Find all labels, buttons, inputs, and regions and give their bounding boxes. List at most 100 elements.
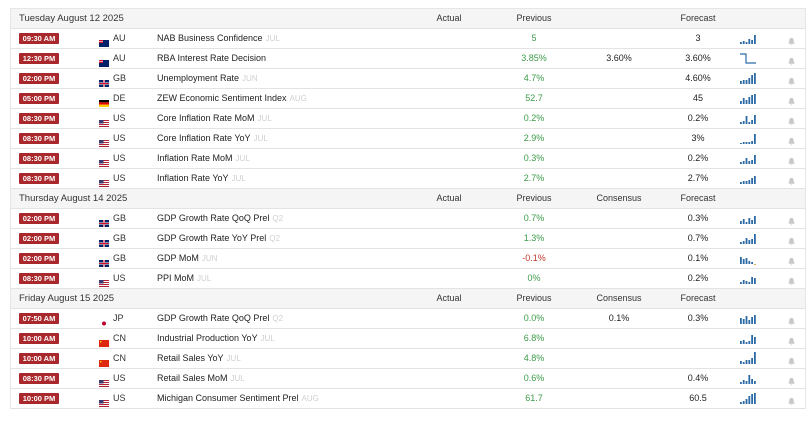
event-row[interactable]: 08:30 PM US PPI MoM JUL 0% 0.2% [11,269,805,289]
sparkline-icon[interactable] [739,32,757,45]
sparkline-icon[interactable] [739,372,757,385]
sparkline-icon[interactable] [739,352,757,365]
event-row[interactable]: 08:30 PM US Retail Sales MoM JUL 0.6% 0.4% [11,369,805,389]
country-code: GB [113,233,127,243]
event-title[interactable]: GDP Growth Rate YoY Prel [157,233,267,243]
sparkline-icon[interactable] [739,312,757,325]
event-name[interactable]: Michigan Consumer Sentiment Prel AUG [157,389,319,408]
bell-icon[interactable] [787,54,796,66]
bell-icon[interactable] [787,114,796,126]
event-reference-period: Q2 [272,314,284,323]
sparkline-icon[interactable] [739,132,757,145]
event-row[interactable]: 02:00 PM GB GDP Growth Rate YoY Prel Q2 1.3%… [11,229,805,249]
event-name[interactable]: GDP Growth Rate YoY Prel Q2 [157,229,280,248]
event-name[interactable]: RBA Interest Rate Decision [157,49,266,68]
event-title[interactable]: Michigan Consumer Sentiment Prel [157,393,299,403]
bell-icon[interactable] [787,74,796,86]
event-title[interactable]: Inflation Rate YoY [157,173,229,183]
event-title[interactable]: RBA Interest Rate Decision [157,53,267,63]
event-name[interactable]: Core Inflation Rate YoY JUL [157,129,268,148]
event-row[interactable]: 10:00 AM CN Industrial Production YoY JUL 6.… [11,329,805,349]
time-badge: 08:30 PM [19,373,59,384]
bell-icon[interactable] [787,354,796,366]
event-title[interactable]: Unemployment Rate [157,73,240,83]
sparkline-icon[interactable] [739,272,757,285]
sparkline-icon[interactable] [739,252,757,265]
sparkline-icon[interactable] [739,212,757,225]
event-name[interactable]: Retail Sales MoM JUL [157,369,245,388]
bell-icon[interactable] [787,314,796,326]
event-title[interactable]: Core Inflation Rate YoY [157,133,251,143]
bell-icon[interactable] [787,154,796,166]
event-name[interactable]: Unemployment Rate JUN [157,69,258,88]
previous-value: 4.8% [523,353,545,363]
previous-column-header: Previous [516,193,552,203]
event-title[interactable]: GDP Growth Rate QoQ Prel [157,313,270,323]
bell-icon[interactable] [787,374,796,386]
time-badge: 07:50 AM [19,313,59,324]
event-name[interactable]: Inflation Rate MoM JUL [157,149,250,168]
bell-icon[interactable] [787,234,796,246]
event-name[interactable]: ZEW Economic Sentiment Index AUG [157,89,307,108]
event-title[interactable]: GDP Growth Rate QoQ Prel [157,213,270,223]
event-title[interactable]: Retail Sales MoM [157,373,228,383]
sparkline-icon[interactable] [739,112,757,125]
event-name[interactable]: GDP Growth Rate QoQ Prel Q2 [157,209,283,228]
event-reference-period: JUL [260,334,275,343]
bell-icon[interactable] [787,134,796,146]
previous-value: 5 [531,33,537,43]
sparkline-icon[interactable] [739,332,757,345]
event-row[interactable]: 09:30 AM AU NAB Business Confidence JUL 5 3 [11,29,805,49]
event-name[interactable]: Retail Sales YoY JUL [157,349,241,368]
event-name[interactable]: Core Inflation Rate MoM JUL [157,109,272,128]
bell-icon[interactable] [787,274,796,286]
bell-icon[interactable] [787,34,796,46]
event-name[interactable]: PPI MoM JUL [157,269,211,288]
event-row[interactable]: 05:00 PM DE ZEW Economic Sentiment Index AU… [11,89,805,109]
previous-value: 0% [527,273,541,283]
bell-icon[interactable] [787,94,796,106]
flag-us-icon [99,395,109,407]
sparkline-icon[interactable] [739,172,757,185]
sparkline-icon[interactable] [739,152,757,165]
event-title[interactable]: NAB Business Confidence [157,33,263,43]
event-row[interactable]: 12:30 PM AU RBA Interest Rate Decision 3.85… [11,49,805,69]
event-row[interactable]: 02:00 PM GB Unemployment Rate JUN 4.7% 4.60% [11,69,805,89]
consensus-value: 0.1% [608,313,630,323]
event-name[interactable]: NAB Business Confidence JUL [157,29,280,48]
event-title[interactable]: Retail Sales YoY [157,353,224,363]
bell-icon[interactable] [787,254,796,266]
bell-icon[interactable] [787,214,796,226]
event-name[interactable]: GDP MoM JUN [157,249,217,268]
forecast-value: 0.1% [687,253,709,263]
event-row[interactable]: 08:30 PM US Core Inflation Rate YoY JUL 2.9%… [11,129,805,149]
event-row[interactable]: 10:00 PM US Michigan Consumer Sentiment Pr… [11,389,805,409]
event-row[interactable]: 02:00 PM GB GDP MoM JUN -0.1% 0.1% [11,249,805,269]
forecast-value: 0.3% [687,213,709,223]
sparkline-icon[interactable] [739,232,757,245]
bell-icon[interactable] [787,334,796,346]
sparkline-icon[interactable] [739,52,757,65]
event-title[interactable]: ZEW Economic Sentiment Index [157,93,287,103]
event-name[interactable]: GDP Growth Rate QoQ Prel Q2 [157,309,283,328]
event-title[interactable]: Inflation Rate MoM [157,153,233,163]
event-row[interactable]: 08:30 PM US Inflation Rate MoM JUL 0.3% 0.2% [11,149,805,169]
previous-value: 4.7% [523,73,545,83]
sparkline-icon[interactable] [739,72,757,85]
event-title[interactable]: GDP MoM [157,253,199,263]
event-row[interactable]: 08:30 PM US Core Inflation Rate MoM JUL 0.2%… [11,109,805,129]
event-row[interactable]: 10:00 AM CN Retail Sales YoY JUL 4.8% [11,349,805,369]
event-row[interactable]: 02:00 PM GB GDP Growth Rate QoQ Prel Q2 0.7%… [11,209,805,229]
event-title[interactable]: Core Inflation Rate MoM [157,113,255,123]
event-title[interactable]: Industrial Production YoY [157,333,258,343]
event-row[interactable]: 07:50 AM JP GDP Growth Rate QoQ Prel Q2 0.0%… [11,309,805,329]
bell-icon[interactable] [787,174,796,186]
event-name[interactable]: Inflation Rate YoY JUL [157,169,246,188]
previous-value: 61.7 [525,393,543,403]
event-name[interactable]: Industrial Production YoY JUL [157,329,275,348]
sparkline-icon[interactable] [739,92,757,105]
event-row[interactable]: 08:30 PM US Inflation Rate YoY JUL 2.7% 2.7% [11,169,805,189]
bell-icon[interactable] [787,394,796,406]
event-title[interactable]: PPI MoM [157,273,195,283]
sparkline-icon[interactable] [739,392,757,405]
